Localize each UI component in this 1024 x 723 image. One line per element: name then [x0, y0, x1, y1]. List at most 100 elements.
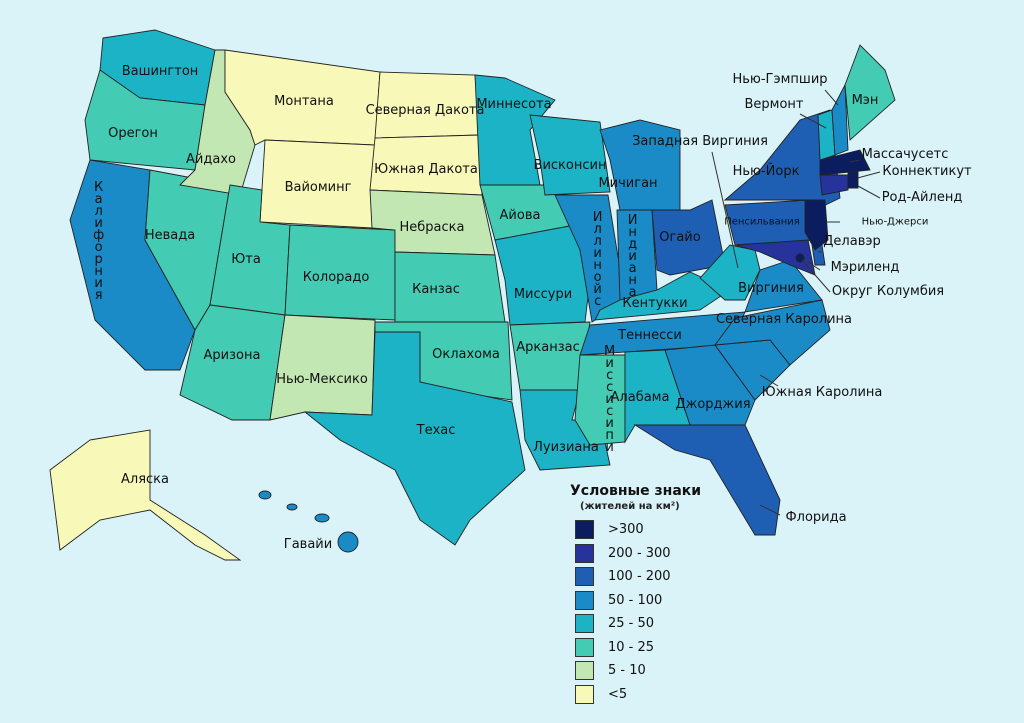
state-label: Флорида [785, 509, 847, 525]
state-label: Алабама [610, 389, 670, 405]
state-shape[interactable] [819, 174, 849, 196]
legend-label: >300 [608, 522, 644, 538]
leader-line [759, 374, 779, 387]
legend-item: 25 - 50 [570, 612, 701, 636]
leader-line [807, 261, 821, 271]
state-label: Нью-Джерси [861, 216, 929, 228]
legend-label: 25 - 50 [608, 616, 655, 632]
leader-line [824, 89, 839, 106]
state-label: Мэриленд [830, 259, 900, 275]
state-shape[interactable] [734, 239, 816, 276]
state-label: Северная Дакота [365, 102, 485, 118]
state-label: Оклахома [432, 346, 500, 362]
state-label: Техас [416, 422, 456, 438]
legend-label: 10 - 25 [608, 639, 655, 655]
state-label: Миссури [513, 286, 573, 302]
state-label: Невада [144, 227, 196, 243]
legend-item: <5 [570, 683, 701, 707]
state-shape[interactable] [303, 331, 526, 546]
legend-item: >300 [570, 518, 701, 542]
state-label: Виргиния [738, 280, 804, 296]
state-shape[interactable] [337, 531, 359, 553]
legend-swatch [575, 590, 594, 610]
state-shape[interactable] [664, 344, 756, 426]
state-label: Небраска [399, 219, 465, 235]
state-label: Западная Виргиния [632, 133, 768, 149]
legend-swatch [575, 543, 594, 563]
state-label: Нью-Йорк [732, 163, 800, 179]
state-label: Округ Колумбия [831, 283, 945, 299]
state-label: Мичиган [598, 175, 658, 191]
state-shape[interactable] [258, 490, 272, 500]
state-label: Айдахо [186, 151, 236, 167]
state-label: Вашингтон [121, 63, 199, 79]
state-label: Южная Каролина [761, 384, 883, 400]
state-label: Коннектикут [882, 163, 972, 179]
state-shape[interactable] [819, 149, 871, 176]
leader-line [801, 259, 831, 293]
state-label: Миннесота [476, 96, 552, 112]
legend-label: 200 - 300 [608, 545, 671, 561]
legend-label: <5 [608, 686, 628, 702]
state-label: Пенсильвания [724, 216, 800, 228]
state-label: Канзас [412, 281, 460, 297]
state-label: Иллинойс [590, 210, 606, 306]
legend-swatch [575, 684, 594, 704]
state-label: Делавэр [823, 233, 881, 249]
state-label: Висконсин [533, 157, 607, 173]
state-label: Массачусетс [861, 146, 949, 162]
state-shape[interactable] [633, 424, 781, 536]
legend-swatch [575, 661, 594, 681]
legend-item: 10 - 25 [570, 636, 701, 660]
leader-line [849, 159, 861, 163]
state-shape[interactable] [269, 314, 376, 421]
state-label: Вермонт [744, 96, 804, 112]
leader-line [799, 113, 827, 129]
state-label: Нью-Мексико [276, 371, 368, 387]
state-label: Гавайи [283, 536, 333, 552]
state-shape[interactable] [314, 513, 330, 523]
state-shape[interactable] [529, 114, 611, 196]
state-label: Колорадо [302, 269, 370, 285]
state-label: Северная Каролина [715, 311, 853, 327]
legend-subtitle: (жителей на км²) [580, 501, 680, 512]
state-shape[interactable] [844, 44, 896, 141]
state-label: Луизиана [533, 439, 599, 455]
legend-label: 5 - 10 [608, 663, 646, 679]
state-label: Орегон [108, 125, 158, 141]
leader-line [857, 185, 881, 199]
state-label: Теннесси [618, 327, 682, 343]
state-label: Род-Айленд [881, 189, 963, 205]
state-label: Нью-Гэмпшир [732, 71, 828, 87]
legend-title: Условные знаки [570, 483, 702, 499]
leader-line [759, 504, 781, 516]
state-label: Арканзас [516, 339, 580, 355]
state-shape[interactable] [699, 244, 761, 301]
state-label: Аляска [121, 471, 169, 487]
state-label: Вайоминг [284, 179, 352, 195]
state-label: Кентукки [622, 295, 688, 311]
state-label: Юта [231, 251, 261, 267]
state-shape[interactable] [286, 503, 298, 511]
state-shape[interactable] [574, 354, 626, 446]
legend-item: 50 - 100 [570, 589, 701, 613]
state-label: Индиана [625, 213, 641, 297]
legend-item: 100 - 200 [570, 565, 701, 589]
legend-label: 50 - 100 [608, 592, 663, 608]
leader-line [711, 151, 739, 269]
state-label: Огайо [659, 229, 701, 245]
legend-swatch [575, 614, 594, 634]
state-shape[interactable] [804, 199, 829, 251]
legend: Условные знаки (жителей на км²) >300 200 … [570, 483, 701, 706]
legend-swatch [575, 637, 594, 657]
state-label: Мэн [851, 92, 879, 108]
state-label: Джорджия [675, 396, 751, 412]
legend-item: 5 - 10 [570, 659, 701, 683]
state-label: Монтана [274, 93, 334, 109]
legend-swatch [575, 520, 594, 540]
state-shape[interactable] [49, 429, 242, 561]
legend-swatch [575, 567, 594, 587]
state-shape[interactable] [847, 171, 859, 189]
legend-item: 200 - 300 [570, 542, 701, 566]
state-label: Южная Дакота [374, 161, 478, 177]
